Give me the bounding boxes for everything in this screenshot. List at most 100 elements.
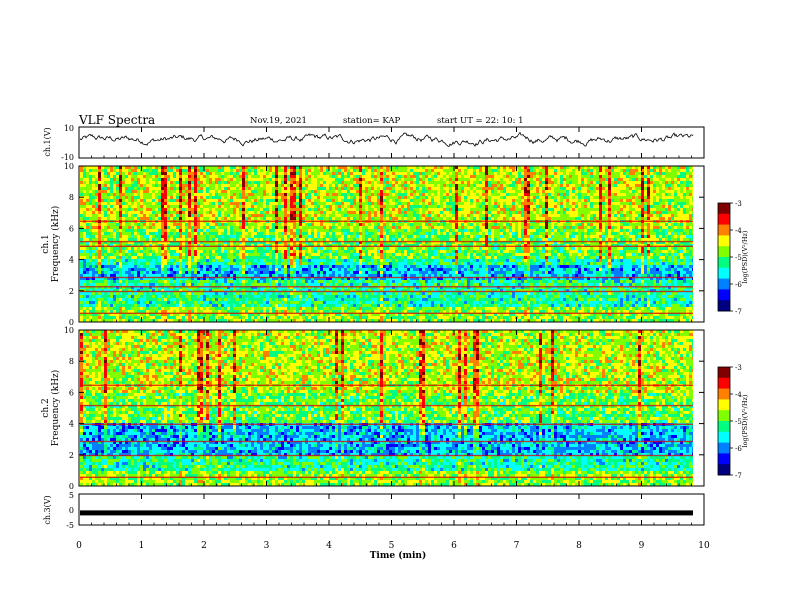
spectrogram-cell [293,211,296,214]
spectrogram-cell [206,265,209,268]
spectrogram-cell [113,259,116,262]
spectrogram-cell [164,301,167,304]
spectrogram-cell [272,316,275,319]
spectrogram-cell [92,223,95,226]
spectrogram-cell [176,250,179,253]
spectrogram-cell [317,193,320,196]
ch1-ytick-top: 10 [64,124,74,133]
spectrogram-cell [248,217,251,220]
spectrogram-cell [152,262,155,265]
spectrogram-cell [302,205,305,208]
spectrogram-cell [137,283,140,286]
spectrogram-cell [83,271,86,274]
spectrogram-cell [245,184,248,187]
spectrogram-cell [137,232,140,235]
spectrogram-cell [104,259,107,262]
spectrogram-cell [197,193,200,196]
spectrogram-cell [275,247,278,250]
spectrogram-cell [89,295,92,298]
spectrogram-cell [158,166,161,169]
spectrogram-cell [149,214,152,217]
spectrogram-cell [104,280,107,283]
spectrogram-cell [95,292,98,295]
spectrogram-cell [176,205,179,208]
spectrogram-cell [275,295,278,298]
spectrogram-cell [257,217,260,220]
spectrogram-cell [272,280,275,283]
spectrogram-cell [218,295,221,298]
spectrogram-cell [275,316,278,319]
spectrogram-cell [248,199,251,202]
spectrogram-cell [308,199,311,202]
spectrogram-cell [272,295,275,298]
spectrogram-cell [332,187,335,190]
spectrogram-cell [185,211,188,214]
spectrogram-cell [278,295,281,298]
spectrogram-cell [269,226,272,229]
spectrogram-cell [101,208,104,211]
spectrogram-cell [80,217,83,220]
spectrogram-cell [173,196,176,199]
spectrogram-cell [215,295,218,298]
spectrogram-cell [251,271,254,274]
spectrogram-cell [224,172,227,175]
spectrogram-cell [242,265,245,268]
spectrogram-cell [314,238,317,241]
spectrogram-cell [305,184,308,187]
spectrogram-cell [143,211,146,214]
spectrogram-cell [281,223,284,226]
spectrogram-cell [227,247,230,250]
spectrogram-cell [98,187,101,190]
spectrogram-cell [149,280,152,283]
spectrogram-cell [293,268,296,271]
spectrogram-cell [326,253,329,256]
spectrogram-cell [86,223,89,226]
ch1-trace [80,132,693,146]
spectrogram-cell [290,172,293,175]
spectrogram-cell [212,280,215,283]
spectrogram-cell [80,181,83,184]
spectrogram-cell [248,175,251,178]
spectrogram-cell [317,259,320,262]
spectrogram-cell [173,166,176,169]
spectrogram-cell [197,229,200,232]
spectrogram-cell [80,175,83,178]
spectrogram-cell [200,265,203,268]
spectrogram-cell [164,196,167,199]
spectrogram-cell [167,211,170,214]
spectrogram-cell [146,190,149,193]
spectrogram-cell [83,307,86,310]
spectrogram-cell [107,238,110,241]
spectrogram-cell [233,283,236,286]
spectrogram-cell [203,199,206,202]
spectrogram-cell [203,250,206,253]
spectrogram-cell [170,166,173,169]
spectrogram-cell [251,208,254,211]
spectrogram-cell [182,268,185,271]
spectrogram-cell [182,178,185,181]
spectrogram-cell [206,232,209,235]
spectrogram-cell [146,229,149,232]
spectrogram-cell [314,235,317,238]
spectrogram-cell [296,184,299,187]
spectrogram-cell [212,253,215,256]
spectrogram-cell [209,247,212,250]
spectrogram-cell [278,301,281,304]
spectrogram-cell [326,214,329,217]
spectrogram-cell [245,226,248,229]
spectrogram-cell [110,214,113,217]
spectrogram-cell [173,199,176,202]
spectrogram-cell [209,181,212,184]
spectrogram-cell [251,169,254,172]
spectrogram-cell [161,202,164,205]
spectrogram-cell [98,259,101,262]
spectrogram-cell [107,262,110,265]
spectrogram-cell [257,178,260,181]
spectrogram-cell [176,181,179,184]
spectrogram-cell [158,259,161,262]
spectrogram-cell [89,316,92,319]
spectrogram-cell [149,316,152,319]
spectrogram-cell [137,184,140,187]
spectrogram-cell [110,307,113,310]
spectrogram-cell [275,205,278,208]
